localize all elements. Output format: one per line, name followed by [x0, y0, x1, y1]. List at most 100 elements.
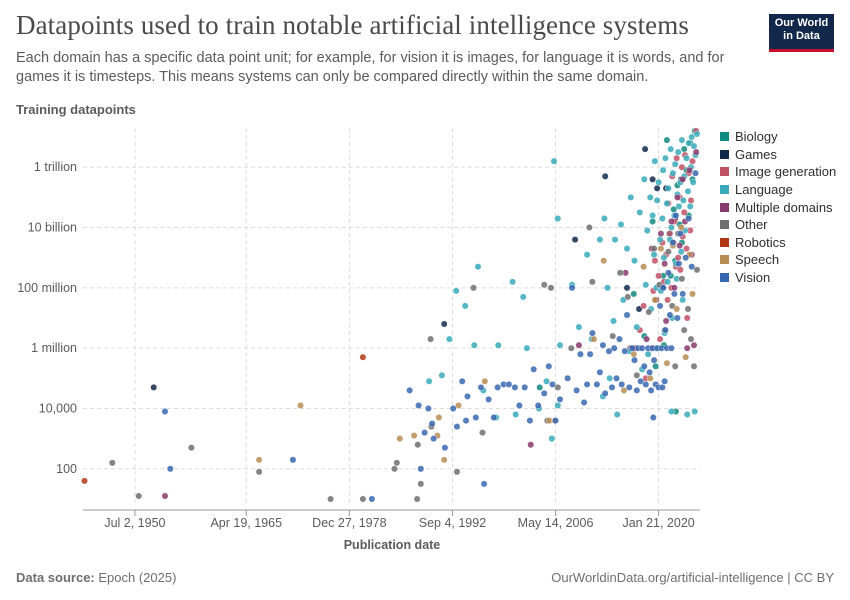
data-point[interactable] — [691, 408, 699, 415]
data-point[interactable] — [458, 377, 466, 385]
data-point[interactable] — [686, 202, 694, 210]
data-point[interactable] — [414, 441, 422, 449]
data-point[interactable] — [649, 218, 656, 225]
data-point[interactable] — [435, 414, 443, 421]
data-point[interactable] — [638, 344, 646, 352]
data-point[interactable] — [668, 344, 675, 352]
data-point[interactable] — [540, 389, 548, 397]
data-point[interactable] — [651, 157, 659, 165]
data-point[interactable] — [636, 208, 644, 216]
data-point[interactable] — [567, 344, 575, 352]
data-point[interactable] — [552, 417, 559, 424]
data-point[interactable] — [673, 154, 681, 162]
data-point[interactable] — [327, 495, 334, 503]
owid-logo[interactable]: Our World in Data — [769, 14, 834, 52]
data-point[interactable] — [689, 157, 696, 165]
data-point[interactable] — [659, 284, 667, 292]
data-point[interactable] — [540, 281, 548, 289]
data-point[interactable] — [666, 230, 674, 238]
data-point[interactable] — [161, 492, 169, 500]
data-point[interactable] — [678, 275, 686, 283]
data-point[interactable] — [297, 402, 304, 409]
legend-item[interactable]: Speech — [720, 251, 836, 269]
legend-item[interactable]: Biology — [720, 128, 836, 146]
data-point[interactable] — [600, 257, 608, 265]
data-point[interactable] — [644, 350, 652, 358]
data-point[interactable] — [677, 224, 685, 231]
data-point[interactable] — [684, 187, 692, 195]
data-point[interactable] — [642, 380, 650, 388]
data-point[interactable] — [554, 402, 562, 409]
data-point[interactable] — [680, 208, 688, 216]
data-point[interactable] — [359, 495, 367, 503]
data-point[interactable] — [675, 202, 683, 210]
data-point[interactable] — [640, 362, 648, 370]
data-point[interactable] — [599, 341, 607, 349]
data-point[interactable] — [550, 157, 558, 165]
data-point[interactable] — [683, 245, 690, 253]
data-point[interactable] — [453, 468, 461, 476]
data-point[interactable] — [610, 344, 618, 352]
data-point[interactable] — [494, 341, 502, 349]
data-point[interactable] — [683, 314, 691, 322]
data-point[interactable] — [580, 399, 588, 406]
data-point[interactable] — [690, 142, 698, 150]
data-point[interactable] — [674, 148, 682, 156]
data-point[interactable] — [665, 269, 672, 277]
data-point[interactable] — [479, 429, 486, 436]
data-point[interactable] — [625, 383, 633, 391]
data-point[interactable] — [645, 308, 653, 316]
data-point[interactable] — [676, 242, 684, 250]
legend-item[interactable]: Vision — [720, 269, 836, 287]
data-point[interactable] — [519, 293, 527, 301]
data-point[interactable] — [623, 311, 631, 319]
data-point[interactable] — [526, 417, 534, 424]
data-point[interactable] — [425, 377, 433, 385]
data-point[interactable] — [481, 377, 489, 385]
data-point[interactable] — [630, 350, 638, 358]
data-point[interactable] — [646, 193, 654, 201]
data-point[interactable] — [449, 405, 457, 412]
data-point[interactable] — [679, 290, 687, 298]
data-point[interactable] — [368, 495, 376, 503]
data-point[interactable] — [470, 284, 477, 292]
data-point[interactable] — [673, 305, 681, 313]
data-point[interactable] — [509, 278, 516, 286]
data-point[interactable] — [687, 196, 695, 204]
data-point[interactable] — [452, 287, 460, 295]
data-point[interactable] — [494, 383, 501, 391]
data-point[interactable] — [664, 296, 671, 304]
data-point[interactable] — [621, 347, 629, 355]
data-point[interactable] — [633, 323, 641, 331]
data-point[interactable] — [661, 260, 668, 268]
data-point[interactable] — [692, 169, 699, 177]
data-point[interactable] — [571, 236, 579, 244]
data-point[interactable] — [661, 377, 668, 385]
data-point[interactable] — [512, 411, 520, 418]
data-point[interactable] — [662, 326, 669, 334]
data-point[interactable] — [556, 341, 564, 349]
data-point[interactable] — [663, 136, 671, 144]
data-point[interactable] — [605, 347, 613, 355]
data-point[interactable] — [631, 257, 638, 265]
data-point[interactable] — [671, 160, 679, 168]
data-point[interactable] — [417, 480, 425, 488]
data-point[interactable] — [536, 383, 544, 391]
data-point[interactable] — [674, 193, 681, 201]
data-point[interactable] — [604, 284, 611, 292]
data-point[interactable] — [359, 353, 367, 361]
data-point[interactable] — [649, 212, 656, 219]
data-point[interactable] — [527, 441, 535, 449]
data-point[interactable] — [662, 154, 669, 162]
data-point[interactable] — [554, 215, 562, 222]
data-point[interactable] — [511, 383, 519, 391]
data-point[interactable] — [453, 423, 461, 430]
data-point[interactable] — [611, 236, 619, 244]
data-point[interactable] — [166, 465, 174, 473]
legend-item[interactable]: Image generation — [720, 163, 836, 181]
data-point[interactable] — [677, 248, 685, 256]
data-point[interactable] — [490, 414, 498, 421]
data-point[interactable] — [415, 402, 422, 409]
data-point[interactable] — [668, 218, 675, 225]
source-value[interactable]: Epoch (2025) — [98, 570, 177, 585]
